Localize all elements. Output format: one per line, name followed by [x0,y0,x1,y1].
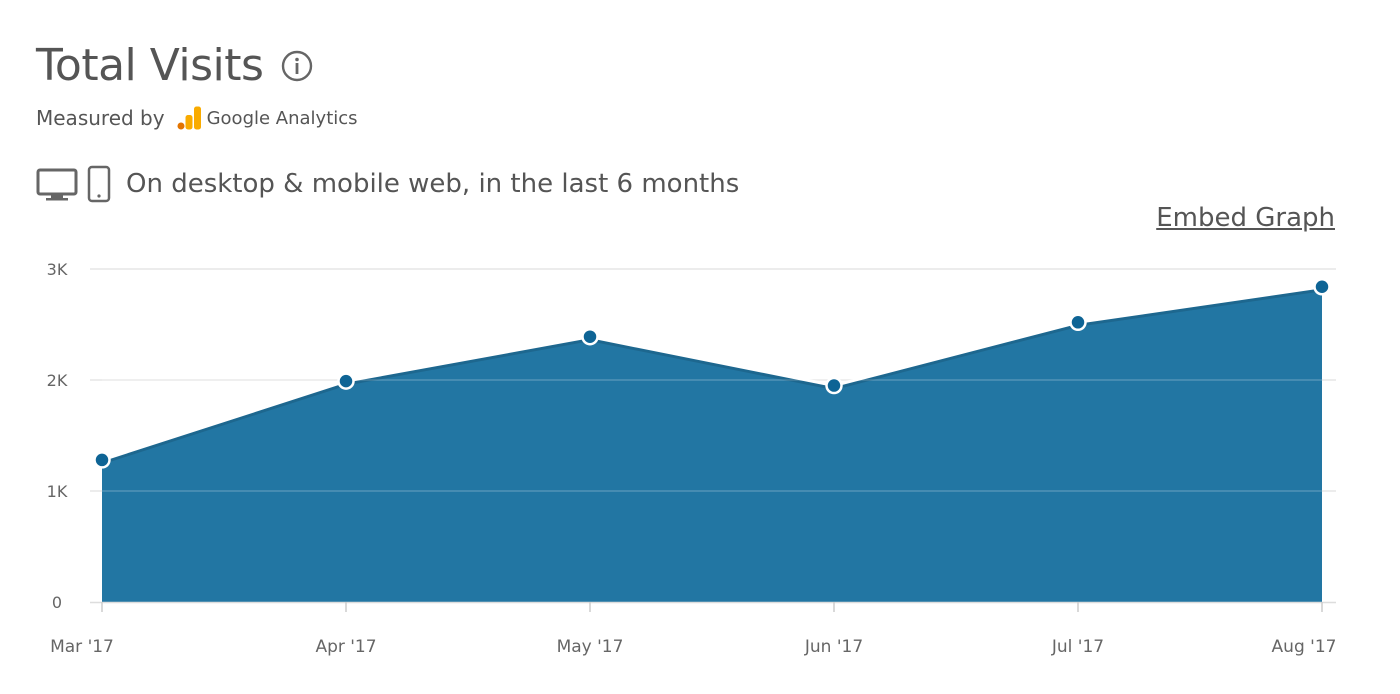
x-tick-label: Mar '17 [50,637,114,657]
data-point [581,327,599,346]
x-tick-label: Jul '17 [1051,637,1104,657]
embed-graph-link[interactable]: Embed Graph [1156,203,1335,233]
title-row: Total Visits [36,38,313,94]
scope-row: On desktop & mobile web, in the last 6 m… [36,162,739,206]
mobile-icon [86,164,112,204]
measured-by-label: Measured by [36,106,165,130]
x-tick-label: Jun '17 [804,637,863,657]
data-point [825,376,843,395]
provider-name: Google Analytics [206,107,358,129]
area-fill [102,286,1322,602]
y-tick-label: 1K [47,482,68,501]
y-tick-label: 3K [47,260,68,279]
desktop-icon [36,164,78,204]
scope-text: On desktop & mobile web, in the last 6 m… [126,169,740,199]
series-line [101,285,1323,462]
page-title: Total Visits [36,40,264,91]
data-point [1313,278,1331,296]
x-tick-label: Apr '17 [315,637,376,657]
x-tick-label: May '17 [557,637,624,657]
series-line-shadow [101,286,1323,465]
x-tick-label: Aug '17 [1272,637,1337,657]
data-point [1069,313,1087,332]
y-tick-label: 0 [52,593,62,612]
measured-by-row: Measured by Google Analytics [36,102,358,134]
google-analytics-logo-icon [177,106,201,130]
data-point [337,372,355,390]
y-tick-label: 2K [47,371,68,390]
data-point [93,451,111,469]
info-icon[interactable] [281,50,313,82]
